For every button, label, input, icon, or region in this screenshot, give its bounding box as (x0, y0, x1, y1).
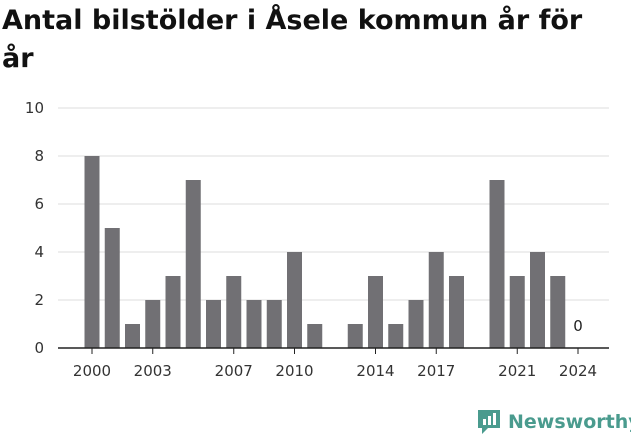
y-tick-label-2: 2 (34, 291, 44, 309)
chart-title: Antal bilstölder i Åsele kommun år för å… (2, 5, 583, 74)
newsworthy-logo-icon (478, 410, 500, 434)
gridlines (58, 107, 609, 301)
x-tick-label-2003: 2003 (134, 362, 172, 380)
bar-2009 (266, 300, 282, 348)
x-tick-label-2007: 2007 (215, 362, 253, 380)
x-tick-label-2017: 2017 (417, 362, 455, 380)
x-tick-label-2021: 2021 (498, 362, 536, 380)
y-tick-label-6: 6 (34, 195, 44, 213)
bar-2022 (530, 252, 545, 348)
bar-2023 (550, 276, 566, 348)
bar-2017 (428, 252, 444, 348)
y-tick-label-0: 0 (34, 339, 44, 357)
bar-2011 (307, 324, 323, 348)
bar-2021 (509, 276, 525, 348)
bar-2003 (145, 300, 161, 348)
bar-2004 (165, 276, 181, 348)
bar-2008 (246, 300, 262, 348)
y-tick-label-4: 4 (34, 243, 44, 261)
data-labels: 0 (573, 317, 583, 335)
bar-2014 (368, 276, 383, 348)
bar-2005 (185, 180, 201, 348)
bar-2007 (226, 276, 242, 348)
y-tick-label-8: 8 (34, 147, 44, 165)
bar-2006 (206, 300, 221, 348)
bar-2002 (125, 324, 140, 348)
bar-2020 (489, 180, 505, 348)
bar-2000 (84, 156, 100, 348)
bar-2018 (449, 276, 464, 348)
x-tick-label-2000: 2000 (73, 362, 111, 380)
y-tick-label-10: 10 (25, 99, 44, 117)
x-tick-label-2010: 2010 (275, 362, 313, 380)
y-axis-ticks: 0 2 4 6 8 10 (25, 99, 44, 357)
brand-name: Newsworthy (508, 411, 631, 433)
bar-2001 (104, 228, 120, 348)
bars (84, 156, 566, 348)
bar-2016 (408, 300, 424, 348)
x-axis-ticks: 2000 2003 2007 2010 2014 2017 2021 2024 (73, 348, 597, 380)
brand-logo: Newsworthy (476, 408, 631, 436)
data-label-2024: 0 (573, 317, 583, 335)
bar-2010 (287, 252, 302, 348)
bar-2013 (347, 324, 363, 348)
x-tick-label-2024: 2024 (559, 362, 597, 380)
bar-2015 (388, 324, 404, 348)
x-tick-label-2014: 2014 (356, 362, 394, 380)
